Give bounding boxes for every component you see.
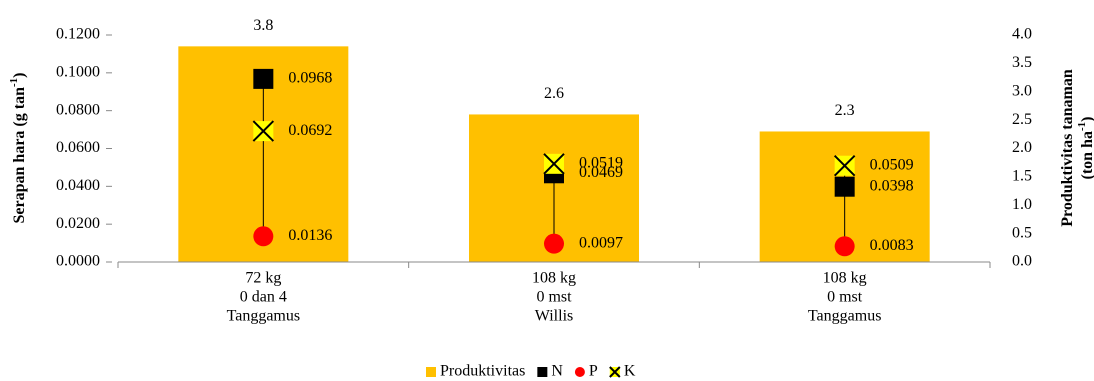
- marker-k: [609, 366, 621, 378]
- marker-p: [574, 367, 585, 377]
- y-axis-title: Serapan hara (g tan-1): [8, 73, 28, 224]
- y-tick-label: 0.0600: [56, 139, 100, 156]
- y2-tick-label: 4.0: [1012, 26, 1032, 43]
- marker-k: [543, 153, 565, 175]
- legend-label: K: [624, 363, 636, 380]
- y2-tick-label: 3.5: [1012, 54, 1032, 71]
- y2-title: (ton ha-1): [1076, 117, 1094, 180]
- point-value-label: 0.0083: [870, 237, 914, 254]
- bar-value-label: 2.6: [544, 85, 564, 102]
- y2-tick-label: 0.0: [1012, 253, 1032, 270]
- marker-k-cross: [543, 153, 565, 175]
- x-tick-label: 108 kg: [532, 270, 576, 287]
- x-tick-label: 72 kg: [245, 270, 281, 287]
- marker-p: [253, 226, 274, 247]
- y-title: Serapan hara (g tan-1): [8, 73, 28, 224]
- marker-p: [834, 236, 855, 257]
- y-tick-label: 0.0200: [56, 215, 100, 232]
- marker-k: [833, 155, 856, 177]
- legend-label: P: [589, 363, 598, 380]
- marker-k-cross: [609, 366, 621, 378]
- point-value-label: 0.0509: [870, 156, 914, 173]
- point-value-label: 0.0097: [579, 234, 623, 251]
- y2-title-part: -1: [1076, 122, 1088, 131]
- marker-k-cross: [252, 120, 275, 142]
- marker-k: [252, 120, 275, 142]
- legend-label: Produktivitas: [440, 363, 525, 380]
- x-tick-label: 0 mst: [536, 289, 572, 306]
- y-tick-label: 0.0800: [56, 101, 100, 118]
- y2-tick-label: 1.5: [1012, 168, 1032, 185]
- y2-tick-label: 3.0: [1012, 82, 1032, 99]
- marker-n: [253, 68, 274, 89]
- y-title-part: Serapan hara (g tan: [11, 87, 28, 224]
- x-tick-label: Tanggamus: [227, 308, 301, 325]
- point-value-label: 0.0469: [579, 164, 623, 181]
- point-value-label: 0.0398: [870, 177, 914, 194]
- y2-tick-label: 0.5: [1012, 224, 1032, 241]
- y2-title-part: Produktivitas tanaman: [1059, 69, 1076, 227]
- legend-label: N: [551, 363, 563, 380]
- y-tick-label: 0.1200: [56, 26, 100, 43]
- y-tick-label: 0.0400: [56, 177, 100, 194]
- x-tick-label: Willis: [535, 308, 573, 325]
- y-tick-label: 0.1000: [56, 64, 100, 81]
- point-value-label: 0.0968: [288, 70, 332, 87]
- marker-k-cross: [833, 155, 856, 177]
- bar-value-label: 2.3: [835, 102, 855, 119]
- y-title-part: -1: [8, 78, 20, 87]
- y2-tick-label: 2.5: [1012, 111, 1032, 128]
- point-value-label: 0.0519: [579, 154, 623, 171]
- y2-title-part: ): [1079, 117, 1094, 122]
- point-value-label: 0.0692: [288, 122, 332, 139]
- legend-swatch: [426, 367, 436, 377]
- x-tick-label: Tanggamus: [808, 308, 882, 325]
- y2-axis-title: Produktivitas tanaman (ton ha-1): [1059, 69, 1094, 227]
- x-tick-label: 108 kg: [823, 270, 867, 287]
- y-tick-label: 0.0000: [56, 253, 100, 270]
- y2-title: Produktivitas tanaman: [1059, 69, 1076, 227]
- x-tick-label: 0 mst: [827, 289, 863, 306]
- marker-n: [537, 367, 548, 377]
- marker-p: [544, 233, 564, 254]
- y2-tick-label: 1.0: [1012, 196, 1032, 213]
- y2-title-part: (ton ha: [1079, 131, 1094, 179]
- x-tick-label: 0 dan 4: [240, 289, 287, 306]
- point-value-label: 0.0136: [288, 227, 332, 244]
- y2-tick-label: 2.0: [1012, 139, 1032, 156]
- y-title-part: ): [11, 73, 28, 78]
- marker-n: [834, 176, 855, 197]
- bar-value-label: 3.8: [253, 17, 273, 34]
